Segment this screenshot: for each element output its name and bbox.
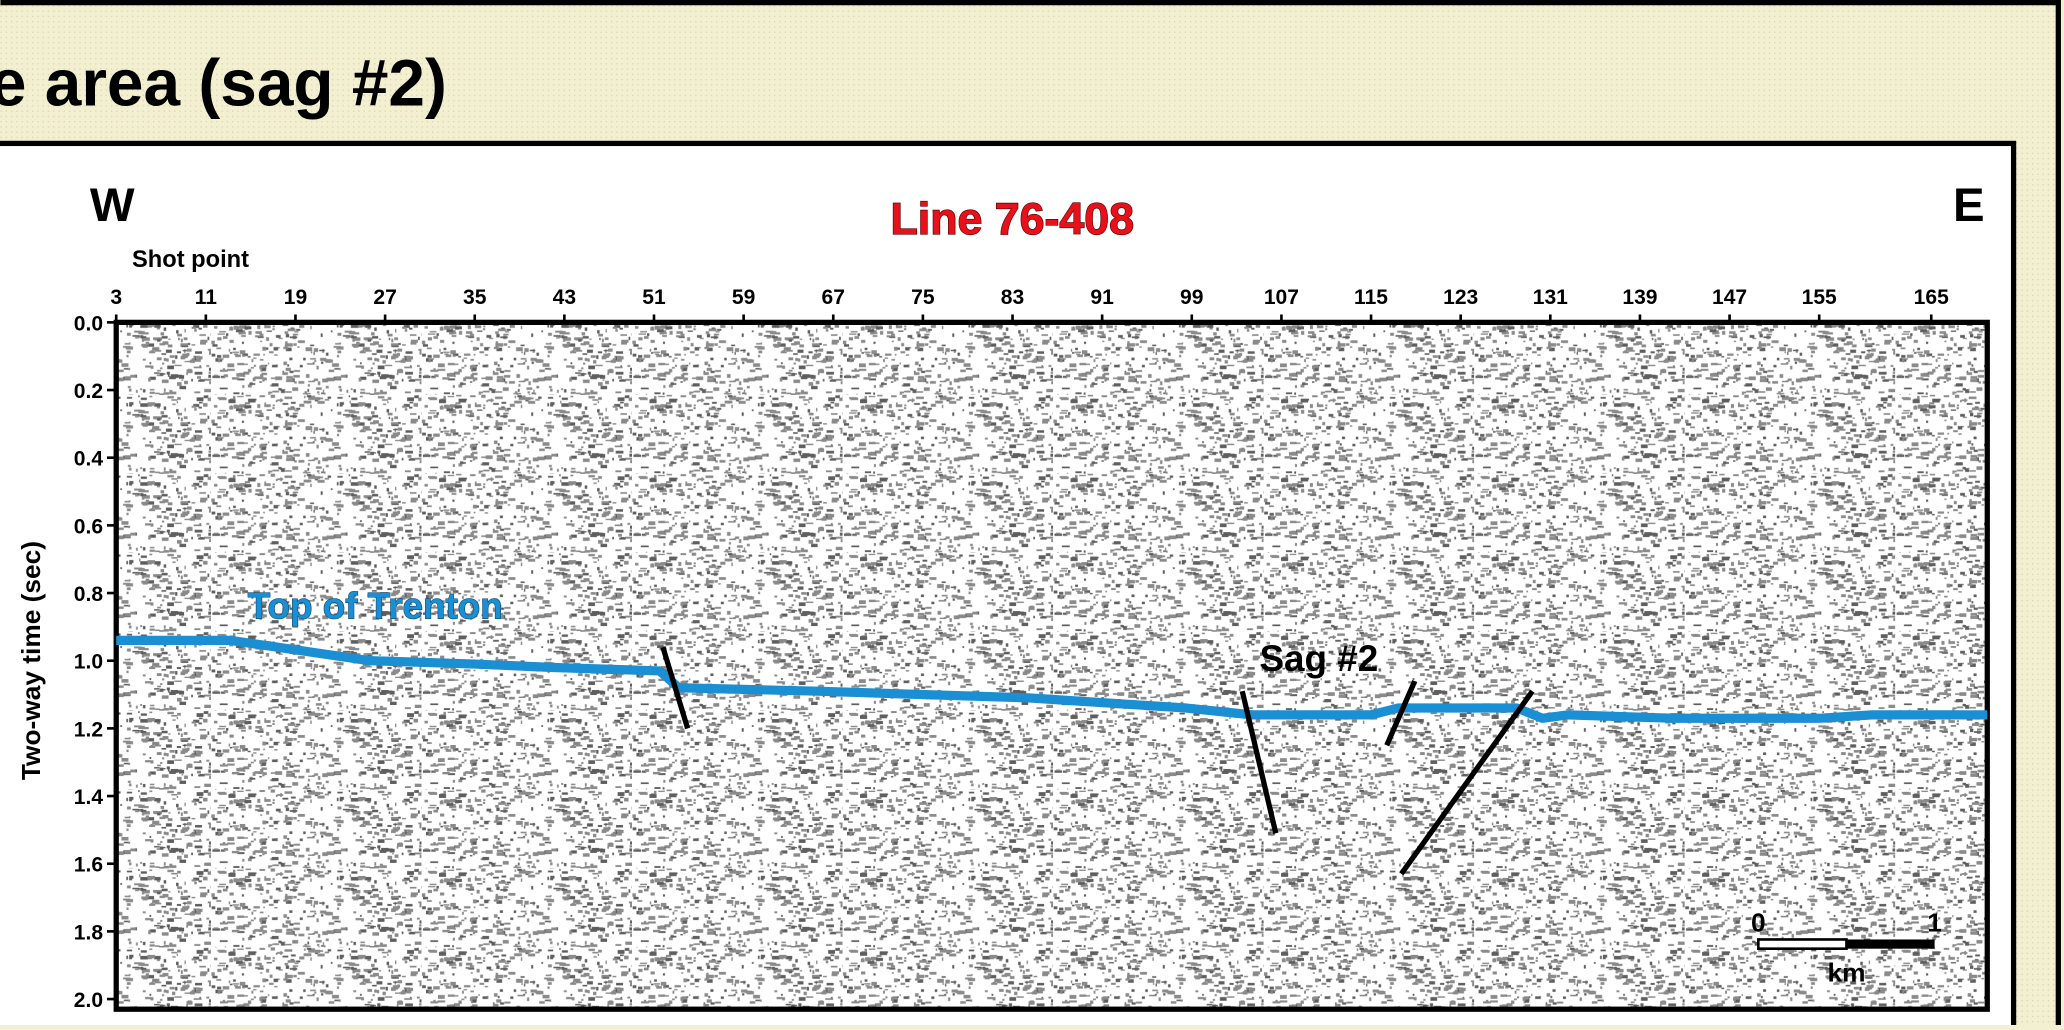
x-tick-label: 35 [463, 286, 487, 309]
direction-west: W [90, 179, 135, 232]
y-tick-label: 0.0 [74, 312, 103, 335]
y-tick-label: 0.2 [74, 380, 103, 403]
scale-bar-min: 0 [1751, 908, 1766, 938]
y-tick-label: 1.4 [74, 786, 104, 809]
y-axis-label: Two-way time (sec) [16, 541, 46, 780]
x-tick-label: 75 [911, 286, 935, 309]
slide-title: e area (sag #2) [0, 45, 447, 119]
y-tick-label: 2.0 [74, 989, 103, 1012]
x-tick-label: 11 [195, 286, 218, 309]
y-tick-label: 0.4 [74, 448, 104, 471]
direction-east: E [1953, 179, 1985, 232]
x-tick-label: 59 [732, 286, 755, 309]
y-tick-label: 1.6 [74, 854, 103, 877]
scale-bar-black [1846, 939, 1934, 948]
scale-bar-max: 1 [1927, 908, 1942, 938]
y-tick-label: 1.2 [74, 718, 103, 741]
y-tick-label: 0.6 [74, 515, 103, 538]
x-tick-label: 91 [1090, 286, 1114, 309]
x-tick-label: 67 [822, 286, 845, 309]
x-tick-label: 51 [642, 286, 666, 309]
x-tick-label: 115 [1354, 286, 1388, 309]
scale-bar-unit: km [1827, 958, 1865, 988]
y-tick-label: 1.0 [74, 651, 103, 674]
x-tick-label: 155 [1802, 286, 1837, 309]
chart-title: Line 76-408 [890, 195, 1134, 244]
annotation: Sag #2 [1259, 638, 1378, 679]
x-tick-label: 43 [553, 286, 576, 309]
x-tick-label: 123 [1443, 286, 1478, 309]
y-tick-label: 1.8 [74, 921, 104, 944]
x-tick-label: 147 [1712, 286, 1747, 309]
x-tick-label: 165 [1914, 286, 1949, 309]
x-tick-label: 107 [1264, 286, 1299, 309]
x-tick-label: 83 [1001, 286, 1024, 309]
y-tick-label: 0.8 [74, 583, 104, 606]
x-tick-label: 19 [284, 286, 307, 309]
scale-bar-white [1758, 939, 1846, 948]
x-tick-label: 27 [373, 286, 396, 309]
x-tick-label: 99 [1180, 286, 1203, 309]
x-tick-label: 3 [110, 286, 122, 309]
horizon-label: Top of Trenton [248, 585, 503, 626]
x-tick-label: 131 [1533, 286, 1568, 309]
x-tick-label: 139 [1622, 286, 1657, 309]
x-axis-label: Shot point [132, 247, 249, 273]
slide: e area (sag #2) W E Line 76-408 Shot poi… [0, 0, 2064, 1025]
